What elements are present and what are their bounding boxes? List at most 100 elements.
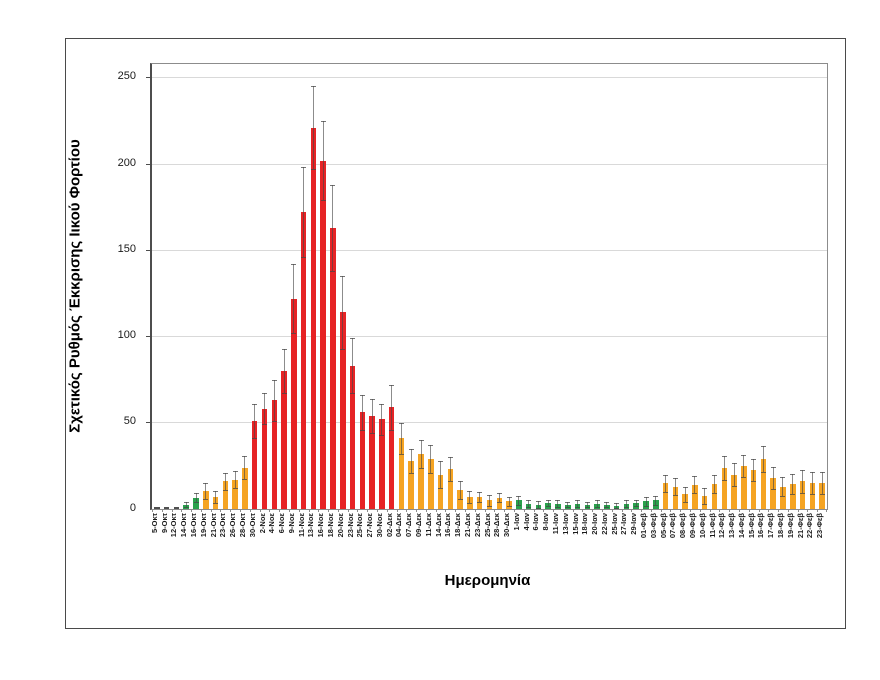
- error-whisker-cap: [643, 496, 649, 498]
- error-whisker: [332, 184, 334, 271]
- error-whisker: [743, 454, 745, 478]
- x-tick-label: 08-Φεβ: [678, 513, 688, 539]
- error-whisker-cap: [350, 338, 356, 340]
- x-tick-mark: [288, 509, 290, 512]
- x-tick-label: 11-Φεβ: [707, 513, 717, 538]
- x-tick-label: 14-Φεβ: [736, 513, 746, 539]
- error-whisker-cap: [623, 507, 629, 509]
- error-whisker-cap: [447, 481, 453, 483]
- error-whisker-cap: [819, 471, 825, 473]
- error-whisker-cap: [193, 493, 199, 495]
- error-whisker: [665, 474, 667, 492]
- error-whisker-cap: [213, 490, 219, 492]
- error-whisker-cap: [320, 200, 326, 202]
- bar: [662, 483, 669, 509]
- x-tick-mark: [650, 509, 652, 512]
- error-whisker: [498, 493, 500, 503]
- bar: [770, 477, 776, 509]
- error-whisker: [508, 496, 510, 506]
- x-tick-label: 22-Ιαν: [599, 513, 609, 535]
- error-whisker-cap: [682, 502, 688, 504]
- bar: [398, 438, 405, 509]
- bar: [496, 497, 503, 509]
- error-whisker: [234, 471, 236, 489]
- x-tick-label: 21-Οκτ: [208, 513, 218, 538]
- bar: [780, 486, 786, 509]
- x-tick-mark: [797, 509, 799, 512]
- error-whisker-cap: [780, 496, 786, 498]
- x-tick-label: 23-Οκτ: [218, 513, 228, 538]
- error-whisker: [616, 502, 618, 509]
- x-tick-mark: [690, 509, 692, 512]
- error-whisker-cap: [398, 453, 404, 455]
- error-whisker-cap: [594, 500, 600, 502]
- error-whisker-cap: [751, 481, 757, 483]
- error-whisker: [449, 457, 451, 482]
- x-tick-mark: [377, 509, 378, 512]
- error-whisker: [205, 483, 207, 499]
- x-tick-mark: [445, 509, 447, 512]
- bar: [447, 469, 454, 509]
- error-whisker: [185, 502, 187, 508]
- error-whisker-cap: [751, 458, 757, 460]
- error-whisker-cap: [526, 500, 532, 502]
- error-whisker: [606, 502, 608, 508]
- error-whisker-cap: [496, 502, 502, 504]
- x-tick-label: 23-Φεβ: [815, 513, 825, 539]
- error-whisker-cap: [232, 488, 238, 490]
- error-whisker-cap: [506, 496, 512, 498]
- error-whisker: [596, 500, 598, 508]
- x-tick-mark: [435, 509, 437, 512]
- error-whisker-cap: [408, 448, 414, 450]
- bar: [349, 365, 356, 509]
- error-whisker: [792, 473, 794, 495]
- error-whisker-cap: [535, 508, 541, 510]
- x-tick-label: 16-Οκτ: [189, 513, 199, 538]
- x-tick-mark: [259, 509, 261, 512]
- error-whisker-cap: [310, 169, 316, 171]
- error-whisker-cap: [545, 499, 551, 501]
- x-tick-mark: [152, 509, 153, 512]
- bar: [320, 160, 326, 509]
- error-whisker: [586, 502, 588, 508]
- x-tick-label: 23-Δεκ: [472, 513, 482, 537]
- y-tick-mark: [146, 249, 150, 251]
- bar: [692, 484, 698, 509]
- x-tick-mark: [308, 509, 310, 512]
- error-whisker-cap: [702, 503, 708, 505]
- x-tick-label: 6-Νοε: [277, 513, 287, 534]
- x-tick-label: 30-Οκτ: [247, 513, 257, 538]
- x-tick-mark: [631, 509, 633, 512]
- x-tick-label: 14-Οκτ: [179, 513, 189, 538]
- error-whisker: [625, 500, 627, 508]
- x-tick-label: 5-Οκτ: [149, 513, 159, 534]
- error-whisker: [547, 499, 549, 507]
- x-tick-mark: [328, 509, 330, 512]
- x-tick-mark: [210, 509, 212, 512]
- x-tick-label: 18-Δεκ: [453, 513, 463, 537]
- x-tick-mark: [347, 509, 349, 512]
- error-whisker-cap: [340, 348, 346, 350]
- x-tick-label: 13-Φεβ: [727, 513, 737, 539]
- error-whisker-cap: [663, 474, 669, 476]
- error-whisker-cap: [369, 398, 375, 400]
- x-tick-label: 13-Νοε: [306, 513, 316, 538]
- x-tick-mark: [817, 509, 819, 512]
- y-tick-label: 50: [123, 415, 136, 428]
- error-whisker-cap: [506, 505, 512, 507]
- error-whisker-cap: [712, 493, 717, 495]
- x-tick-mark: [298, 509, 300, 512]
- error-whisker-cap: [809, 471, 815, 473]
- x-tick-label: 17-Φεβ: [766, 513, 776, 539]
- error-whisker-cap: [721, 455, 727, 457]
- x-tick-mark: [337, 509, 339, 512]
- error-whisker-cap: [633, 506, 639, 508]
- x-tick-mark: [191, 509, 193, 512]
- x-tick-label: 19-Φεβ: [785, 513, 795, 539]
- error-whisker: [518, 496, 520, 505]
- x-tick-label: 28-Δεκ: [492, 513, 502, 537]
- bar: [750, 470, 757, 509]
- error-whisker-cap: [428, 472, 434, 474]
- error-whisker-cap: [183, 507, 189, 509]
- bar: [291, 298, 297, 509]
